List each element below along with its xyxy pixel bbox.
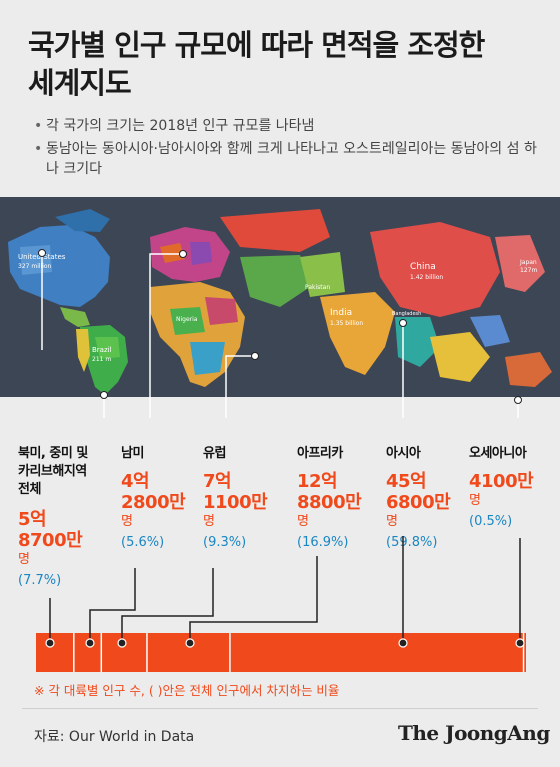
map-label-pakistan: Pakistan bbox=[305, 284, 330, 291]
region-name: 전체 bbox=[18, 482, 41, 497]
region-name: 북미, 중미 및 bbox=[18, 446, 88, 461]
map-label-brazil-pop: 211 m bbox=[92, 356, 111, 363]
map-label-nigeria: Nigeria bbox=[176, 316, 198, 323]
share-bar-segment bbox=[229, 633, 524, 672]
bullet-list: 각 국가의 크기는 2018년 인구 규모를 나타냄 동남아는 동아시아·남아시… bbox=[34, 116, 539, 182]
map-south-america bbox=[76, 325, 128, 395]
label-europe: 유럽 7억 1100만 명 (9.3%) bbox=[203, 445, 268, 553]
region-value: 8700만 bbox=[18, 530, 83, 551]
map-label-india: India bbox=[330, 308, 352, 318]
region-share: (7.7%) bbox=[18, 573, 62, 588]
region-value: 2800만 bbox=[121, 492, 186, 513]
title-line-1: 국가별 인구 규모에 따라 면적을 조정한 bbox=[28, 28, 485, 62]
region-value: 4억 bbox=[121, 471, 150, 492]
footnote: ※ 각 대륙별 인구 수, ( )안은 전체 인구에서 차지하는 비율 bbox=[34, 683, 340, 698]
map-label-china: China bbox=[410, 262, 436, 272]
region-value: 45억 bbox=[386, 471, 427, 492]
share-bar-segment bbox=[101, 633, 147, 672]
region-value: 1100만 bbox=[203, 492, 268, 513]
map-label-india-pop: 1.35 billion bbox=[330, 320, 363, 327]
label-samerica: 남미 4억 2800만 명 (5.6%) bbox=[121, 445, 186, 553]
share-bar-segment bbox=[523, 633, 526, 672]
map-label-us-pop: 327 million bbox=[18, 263, 52, 270]
region-unit: 명 bbox=[386, 514, 398, 529]
region-name: 아프리카 bbox=[297, 446, 343, 461]
label-oceania: 오세아니아 4100만 명 (0.5%) bbox=[469, 445, 534, 532]
cartogram-map-svg: United States 327 million Brazil 211 m N… bbox=[0, 197, 560, 397]
source-credit: 자료: Our World in Data bbox=[34, 729, 195, 745]
share-bar-segment bbox=[146, 633, 230, 672]
map-oceania bbox=[505, 352, 552, 387]
region-value: 5억 bbox=[18, 509, 47, 530]
region-share: (59.8%) bbox=[386, 535, 438, 550]
region-name: 남미 bbox=[121, 446, 144, 461]
region-value: 7억 bbox=[203, 471, 232, 492]
label-africa: 아프리카 12억 8800만 명 (16.9%) bbox=[297, 445, 362, 553]
bullet-item: 동남아는 동아시아·남아시아와 함께 크게 나타나고 오스트레일리아는 동남아의… bbox=[34, 139, 539, 179]
region-value: 12억 bbox=[297, 471, 338, 492]
map-label-japan: Japan bbox=[519, 259, 537, 266]
publisher-logo: The JoongAng bbox=[398, 721, 550, 745]
label-asia: 아시아 45억 6800만 명 (59.8%) bbox=[386, 445, 451, 553]
region-share: (9.3%) bbox=[203, 535, 247, 550]
share-bar-segment bbox=[73, 633, 102, 672]
title-line-2: 세계지도 bbox=[28, 66, 132, 100]
bullet-item: 각 국가의 크기는 2018년 인구 규모를 나타냄 bbox=[34, 116, 539, 136]
region-name: 오세아니아 bbox=[469, 446, 527, 461]
region-share: (0.5%) bbox=[469, 514, 513, 529]
region-unit: 명 bbox=[297, 514, 309, 529]
region-value: 6800만 bbox=[386, 492, 451, 513]
region-share: (16.9%) bbox=[297, 535, 349, 550]
region-unit: 명 bbox=[203, 514, 215, 529]
map-india bbox=[320, 292, 395, 375]
label-namerica: 북미, 중미 및 카리브해지역 전체 5억 8700만 명 (7.7%) bbox=[18, 445, 88, 591]
divider bbox=[22, 708, 538, 709]
map-label-china-pop: 1.42 billion bbox=[410, 274, 443, 281]
region-unit: 명 bbox=[121, 514, 133, 529]
region-name: 카리브해지역 bbox=[18, 464, 87, 479]
cartogram-map: United States 327 million Brazil 211 m N… bbox=[0, 197, 560, 397]
page-title: 국가별 인구 규모에 따라 면적을 조정한 세계지도 bbox=[28, 26, 538, 102]
region-name: 유럽 bbox=[203, 446, 226, 461]
region-name: 아시아 bbox=[386, 446, 421, 461]
region-value: 8800만 bbox=[297, 492, 362, 513]
region-share: (5.6%) bbox=[121, 535, 165, 550]
share-bar-segment bbox=[36, 633, 74, 672]
map-china bbox=[370, 222, 545, 382]
region-value: 4100만 bbox=[469, 471, 534, 492]
map-label-bangladesh: Bangladesh bbox=[392, 311, 421, 317]
map-label-brazil: Brazil bbox=[92, 346, 112, 354]
region-unit: 명 bbox=[18, 552, 30, 567]
map-middle-east bbox=[240, 252, 345, 307]
map-label-japan-pop: 127m bbox=[520, 267, 537, 274]
region-unit: 명 bbox=[469, 493, 481, 508]
